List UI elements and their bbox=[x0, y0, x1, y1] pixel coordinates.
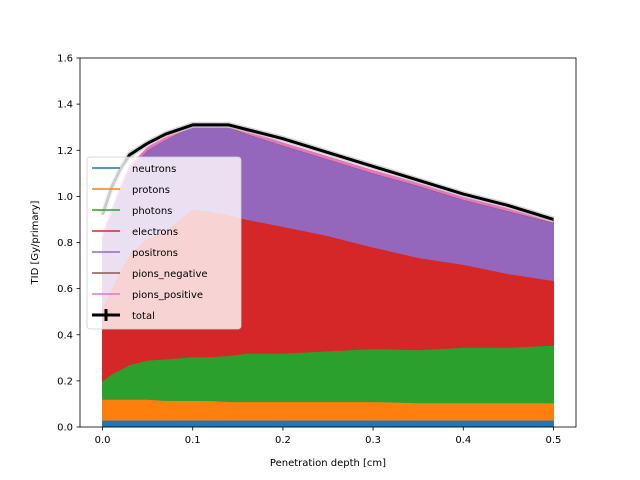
x-tick-label: 0.0 bbox=[95, 435, 111, 446]
y-axis-label: TID [Gy/primary] bbox=[30, 200, 41, 285]
x-tick-label: 0.2 bbox=[275, 435, 291, 446]
x-axis-label: Penetration depth [cm] bbox=[270, 458, 386, 469]
legend-label-total: total bbox=[132, 311, 155, 322]
legend-label-neutrons: neutrons bbox=[132, 164, 176, 175]
y-tick-label: 0.8 bbox=[57, 238, 73, 249]
x-tick-label: 0.5 bbox=[546, 435, 562, 446]
y-tick-label: 1.0 bbox=[57, 192, 73, 203]
area-neutrons bbox=[102, 419, 554, 428]
y-tick-label: 0.4 bbox=[57, 330, 73, 341]
y-tick-label: 1.2 bbox=[57, 146, 73, 157]
y-tick-label: 0.0 bbox=[57, 423, 73, 434]
y-tick-label: 1.4 bbox=[57, 100, 73, 111]
legend-label-positrons: positrons bbox=[132, 248, 178, 259]
y-tick-label: 0.6 bbox=[57, 284, 73, 295]
legend-label-electrons: electrons bbox=[132, 227, 178, 238]
legend-label-photons: photons bbox=[132, 206, 172, 217]
legend: neutrons protons photons electrons positrons… bbox=[86, 156, 242, 330]
x-tick-label: 0.3 bbox=[365, 435, 381, 446]
x-tick-label: 0.1 bbox=[185, 435, 201, 446]
legend-box bbox=[86, 156, 242, 330]
x-tick-label: 0.4 bbox=[455, 435, 471, 446]
y-tick-label: 1.6 bbox=[57, 54, 73, 65]
legend-label-pions-positive: pions_positive bbox=[132, 290, 203, 301]
y-tick-label: 0.2 bbox=[57, 376, 73, 387]
legend-label-protons: protons bbox=[132, 185, 170, 196]
legend-label-pions-negative: pions_negative bbox=[132, 269, 208, 280]
y-axis: 0.0 0.2 0.4 0.6 0.8 1.0 1.2 1.4 1.6 bbox=[57, 54, 80, 434]
x-axis: 0.0 0.1 0.2 0.3 0.4 0.5 bbox=[95, 427, 562, 446]
